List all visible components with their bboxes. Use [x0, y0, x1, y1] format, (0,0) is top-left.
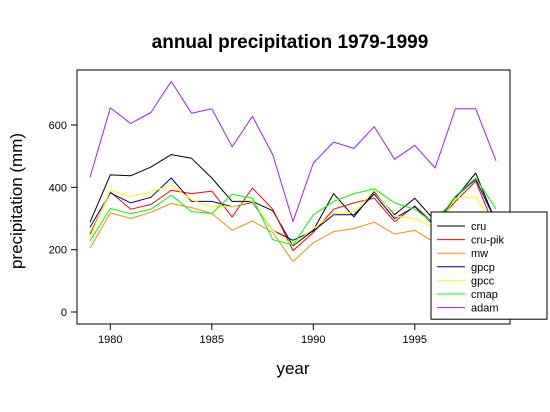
- y-tick-label: 200: [49, 245, 67, 257]
- x-tick-label: 1990: [301, 334, 325, 346]
- legend-label: adam: [471, 303, 499, 315]
- plot-area-frame: [76, 69, 511, 325]
- series-line-cru: [89, 154, 497, 247]
- series-line-mw: [89, 203, 497, 262]
- legend-label: cmap: [471, 289, 498, 301]
- legend-label: gpcp: [471, 262, 495, 274]
- legend-label: gpcc: [471, 275, 495, 287]
- legend-label: cru: [471, 221, 486, 233]
- series-line-cru-pik: [89, 180, 497, 252]
- legend-label: mw: [471, 248, 488, 260]
- x-tick-label: 1980: [98, 334, 122, 346]
- series-line-cmap: [89, 177, 497, 246]
- y-tick-label: 400: [49, 182, 67, 194]
- y-tick-label: 600: [49, 120, 67, 132]
- x-axis: 1980 1985 1990 1995: [98, 324, 427, 346]
- legend-label: cru-pik: [471, 235, 505, 247]
- series-lines: [89, 80, 497, 262]
- y-tick-label: 0: [61, 307, 67, 319]
- legend-box: [430, 211, 548, 320]
- x-tick-label: 1985: [200, 334, 224, 346]
- series-line-gpcp: [89, 177, 497, 241]
- y-axis-title: precipitation (mm): [7, 133, 26, 269]
- chart-title: annual precipitation 1979-1999: [152, 32, 429, 53]
- x-axis-title: year: [276, 359, 309, 378]
- y-axis: 0 200 400 600: [49, 120, 77, 319]
- series-line-adam: [89, 80, 497, 223]
- x-tick-label: 1995: [403, 334, 427, 346]
